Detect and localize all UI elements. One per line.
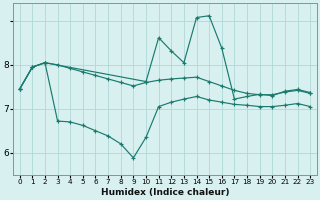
- X-axis label: Humidex (Indice chaleur): Humidex (Indice chaleur): [101, 188, 229, 197]
